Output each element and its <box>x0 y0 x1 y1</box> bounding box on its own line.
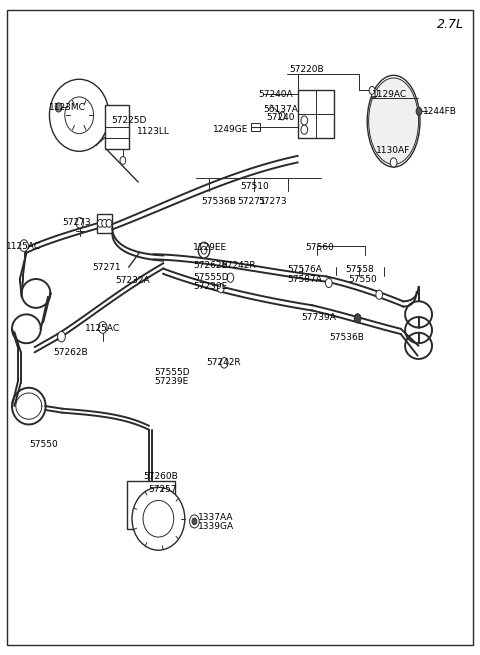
Text: 57232A: 57232A <box>115 276 150 285</box>
Text: 57239E: 57239E <box>155 377 189 386</box>
Circle shape <box>201 246 207 254</box>
Circle shape <box>192 518 197 525</box>
Circle shape <box>301 116 308 125</box>
Text: 57558: 57558 <box>346 265 374 274</box>
Text: 1339GA: 1339GA <box>198 522 234 531</box>
Ellipse shape <box>65 97 94 134</box>
Text: 1129AC: 1129AC <box>372 90 407 99</box>
Text: 57576A: 57576A <box>287 265 322 274</box>
Bar <box>298 90 334 138</box>
Text: 57271: 57271 <box>92 263 121 272</box>
Circle shape <box>354 314 361 323</box>
Text: 57560: 57560 <box>305 243 334 252</box>
Circle shape <box>220 358 228 368</box>
Circle shape <box>198 242 210 258</box>
Circle shape <box>106 219 112 227</box>
Text: 57536B: 57536B <box>329 333 364 343</box>
Circle shape <box>120 157 126 164</box>
Ellipse shape <box>369 78 419 164</box>
Text: 57510: 57510 <box>240 181 269 191</box>
Ellipse shape <box>143 500 174 537</box>
Text: 1125AC: 1125AC <box>6 242 41 251</box>
Text: 57257: 57257 <box>148 485 177 495</box>
Text: 57273: 57273 <box>62 218 91 227</box>
Text: 1337AA: 1337AA <box>198 513 233 522</box>
Bar <box>97 214 112 233</box>
Text: 1123LL: 1123LL <box>137 126 170 136</box>
Circle shape <box>416 107 422 115</box>
Text: 57550: 57550 <box>348 274 377 284</box>
Circle shape <box>98 322 107 333</box>
Ellipse shape <box>132 487 185 550</box>
Text: 57225D: 57225D <box>111 116 147 125</box>
Text: 2.7L: 2.7L <box>437 18 464 31</box>
Text: 1130AF: 1130AF <box>376 146 410 155</box>
Ellipse shape <box>367 75 420 167</box>
Circle shape <box>369 86 375 94</box>
Text: 1244FB: 1244FB <box>423 107 457 116</box>
Bar <box>105 105 129 149</box>
Circle shape <box>390 158 397 167</box>
Bar <box>251 123 260 131</box>
Text: 57536B: 57536B <box>202 197 237 206</box>
Text: 57239E: 57239E <box>193 282 228 291</box>
Circle shape <box>376 290 383 299</box>
Text: 57587A: 57587A <box>287 274 322 284</box>
Text: 57242R: 57242R <box>206 358 241 367</box>
Text: 57273: 57273 <box>258 197 287 206</box>
Text: 56137A: 56137A <box>263 105 298 114</box>
Circle shape <box>97 219 103 227</box>
Text: 57550: 57550 <box>29 440 58 449</box>
Circle shape <box>20 240 28 252</box>
Text: 1125AC: 1125AC <box>85 324 120 333</box>
Circle shape <box>190 515 199 528</box>
Text: 57271: 57271 <box>238 197 266 206</box>
Circle shape <box>76 217 84 228</box>
Text: 57242R: 57242R <box>222 261 256 271</box>
Text: 57220B: 57220B <box>289 65 324 74</box>
Circle shape <box>227 273 234 282</box>
Ellipse shape <box>49 79 109 151</box>
Circle shape <box>58 331 65 342</box>
Text: 1129EE: 1129EE <box>193 243 227 252</box>
Circle shape <box>217 284 224 293</box>
Circle shape <box>55 103 62 112</box>
Circle shape <box>325 278 332 288</box>
Text: 57262B: 57262B <box>54 348 88 357</box>
Text: 57240A: 57240A <box>258 90 293 99</box>
Text: 57262B: 57262B <box>193 261 228 271</box>
Text: 57260B: 57260B <box>143 472 178 481</box>
Text: 1249GE: 1249GE <box>213 124 249 134</box>
Circle shape <box>301 125 308 134</box>
Circle shape <box>371 88 378 98</box>
Text: 57240: 57240 <box>266 113 295 122</box>
Text: 57555D: 57555D <box>193 272 229 282</box>
Text: 1123MC: 1123MC <box>49 103 86 112</box>
Text: 57555D: 57555D <box>155 367 190 377</box>
Circle shape <box>102 219 108 227</box>
Bar <box>127 481 175 529</box>
Circle shape <box>279 112 285 120</box>
Text: 57739A: 57739A <box>301 312 336 322</box>
